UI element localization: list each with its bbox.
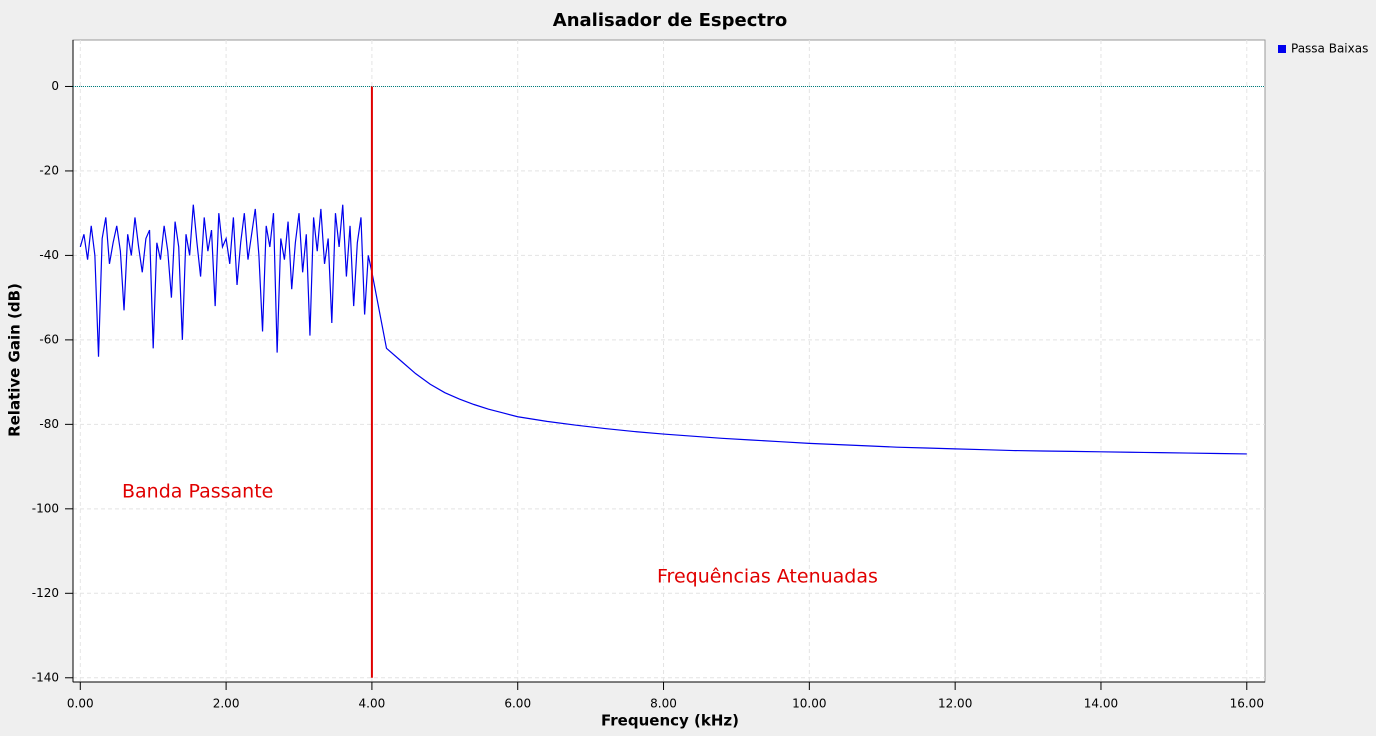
x-tick-label: 14.00 xyxy=(1084,697,1118,711)
x-tick-label: 12.00 xyxy=(938,697,972,711)
x-tick-label: 6.00 xyxy=(504,697,531,711)
x-tick-label: 8.00 xyxy=(650,697,677,711)
x-axis-label: Frequency (kHz) xyxy=(601,712,739,730)
y-axis-label: Relative Gain (dB) xyxy=(6,283,24,437)
y-tick-label: -120 xyxy=(32,586,59,600)
plot-area xyxy=(72,39,1266,683)
x-tick-label: 2.00 xyxy=(213,697,240,711)
y-tick-label: -60 xyxy=(39,332,59,346)
chart-title: Analisador de Espectro xyxy=(553,10,787,31)
annotation: Banda Passante xyxy=(122,481,273,503)
y-tick-label: 0 xyxy=(51,79,59,93)
y-tick-label: -100 xyxy=(32,501,59,515)
legend-swatch xyxy=(1278,45,1286,53)
x-tick-label: 16.00 xyxy=(1230,697,1264,711)
x-tick-label: 10.00 xyxy=(792,697,826,711)
x-tick-label: 0.00 xyxy=(67,697,94,711)
series-line xyxy=(79,204,1247,455)
x-tick-label: 4.00 xyxy=(359,697,386,711)
y-tick-label: -140 xyxy=(32,670,59,684)
y-tick-label: -40 xyxy=(39,248,59,262)
y-tick-label: -20 xyxy=(39,163,59,177)
legend-label: Passa Baixas xyxy=(1291,42,1368,56)
y-tick-label: -80 xyxy=(39,417,59,431)
annotation: Frequências Atenuadas xyxy=(657,566,878,588)
